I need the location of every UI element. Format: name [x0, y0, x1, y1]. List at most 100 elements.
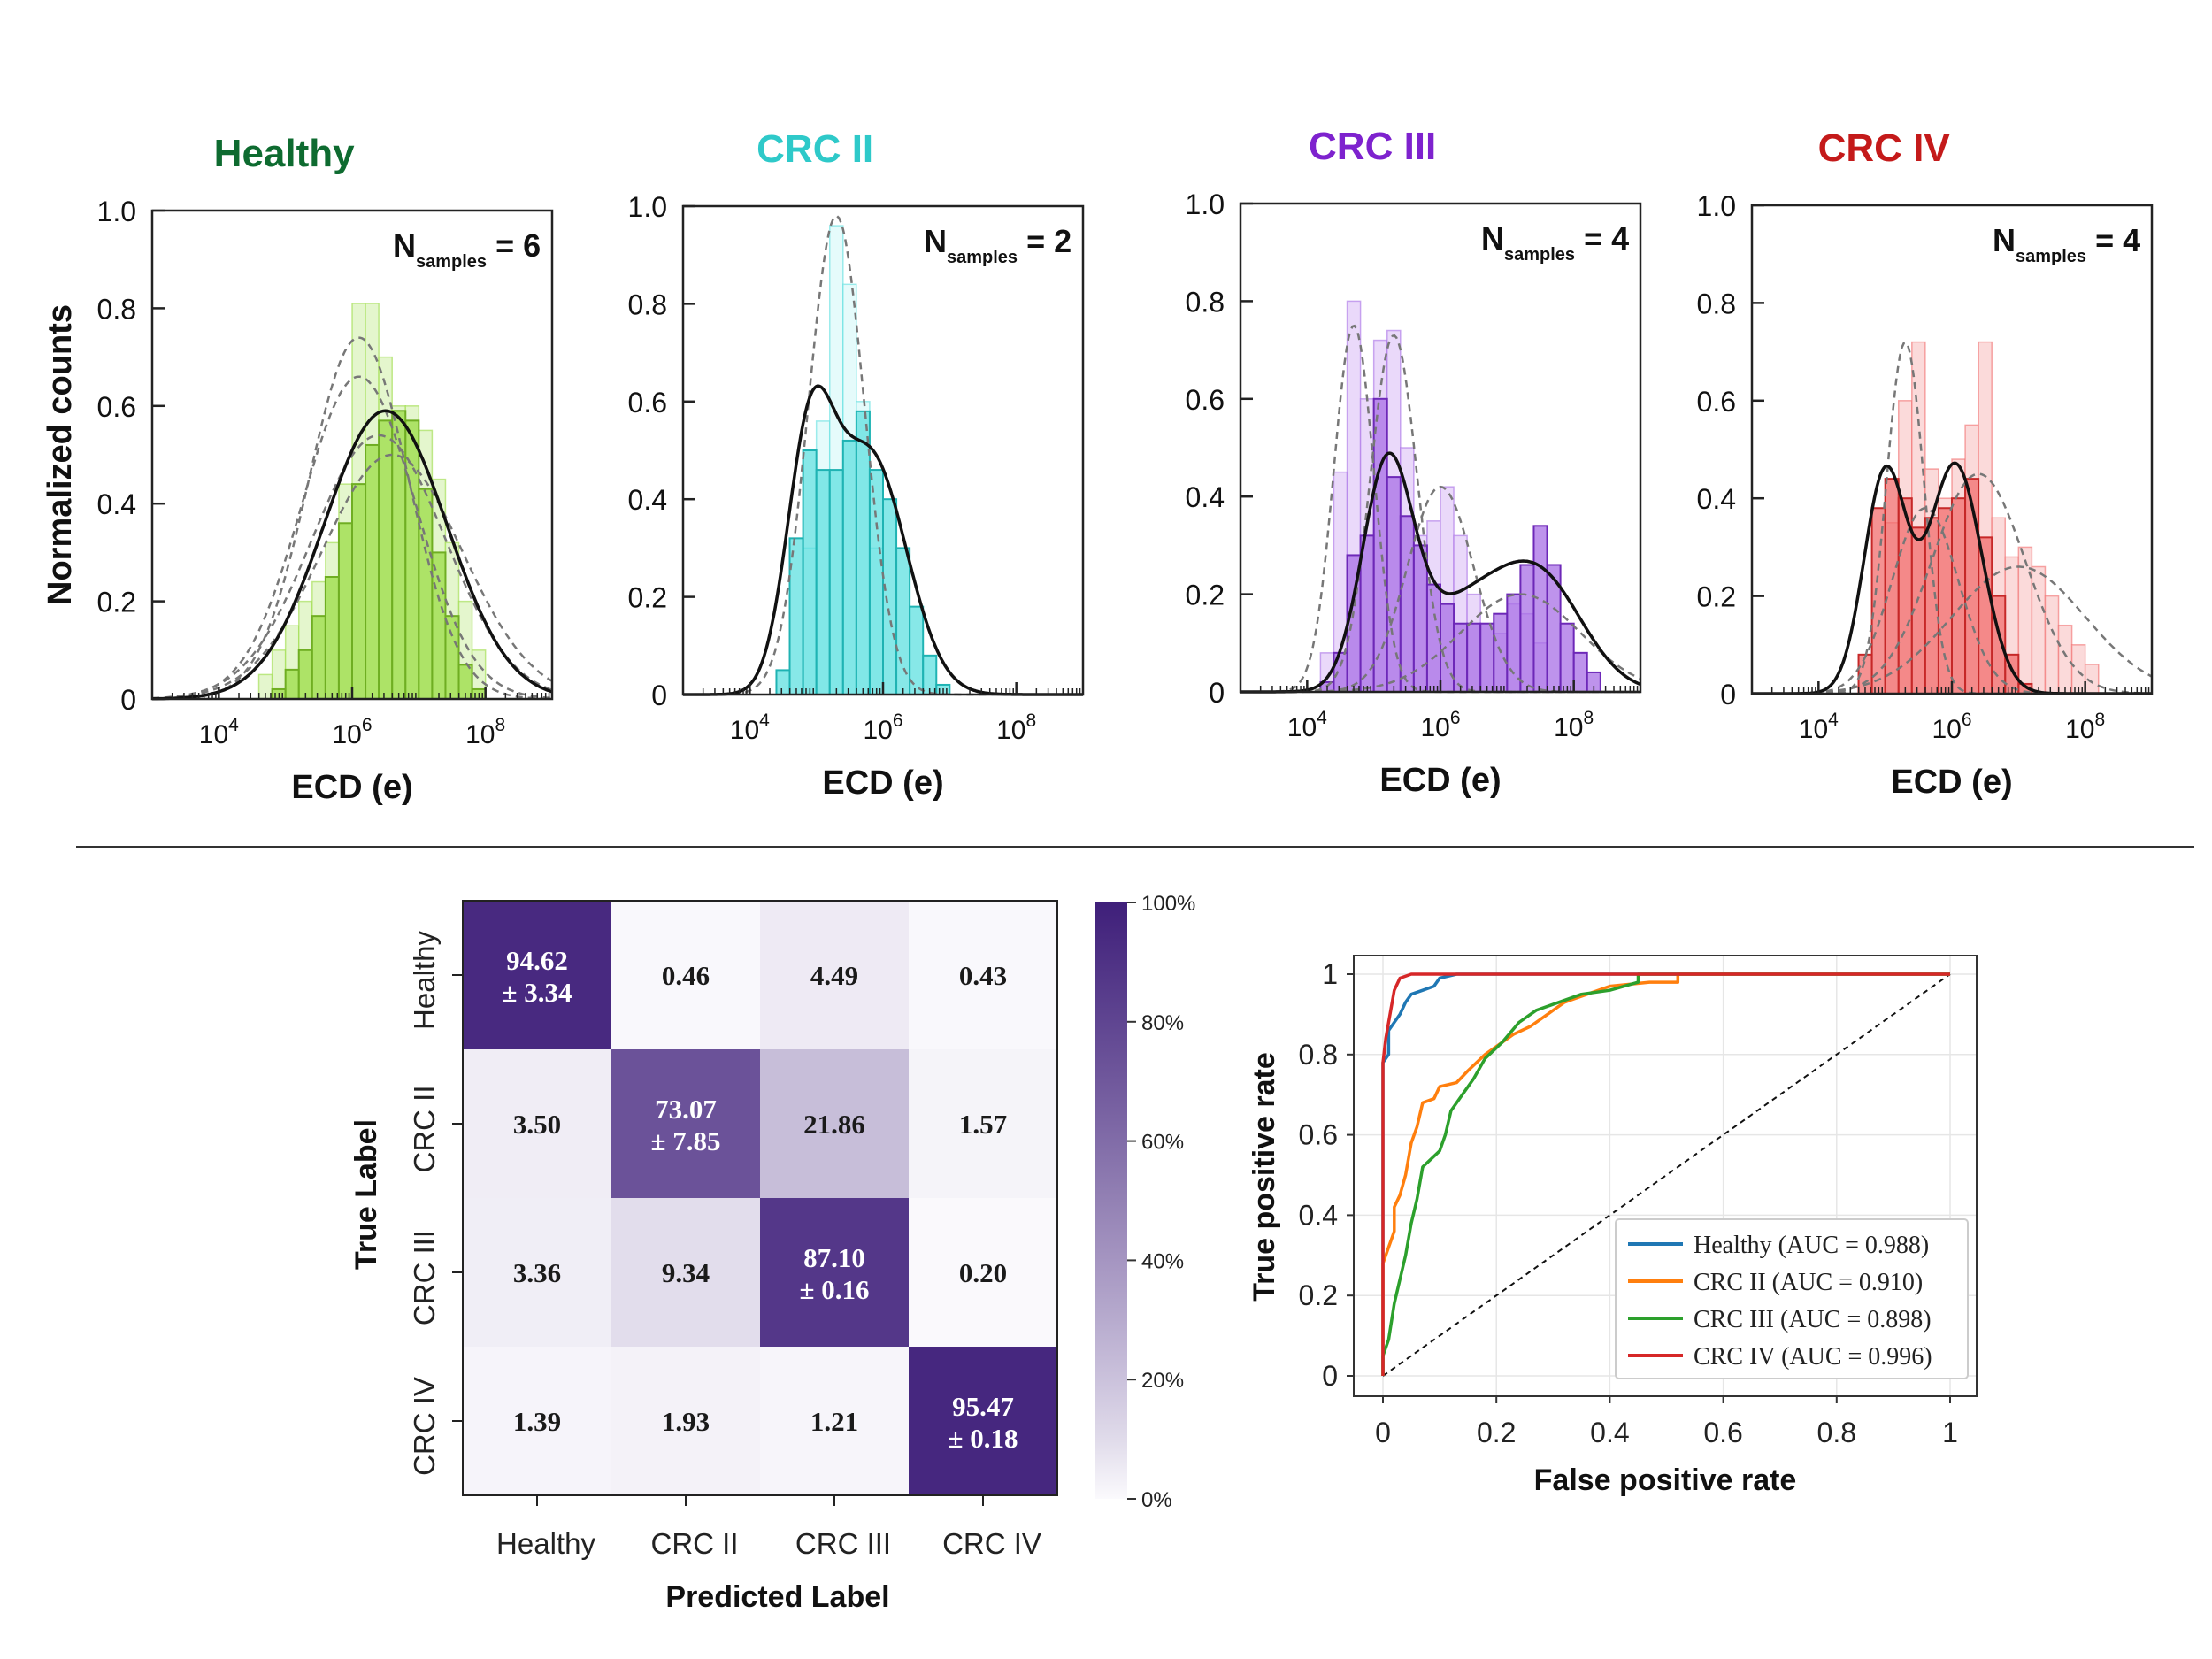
matrix-cell: [760, 1049, 909, 1198]
cell-value: 1.93: [662, 1406, 710, 1437]
cell-value: 94.62: [506, 945, 568, 976]
nsamples-label: Nsamples = 2: [924, 223, 1071, 267]
cell-value: 95.47: [952, 1391, 1014, 1422]
histogram-bar: [1884, 478, 1900, 695]
cell-value: 9.34: [662, 1257, 710, 1288]
x-tick-label: 0.6: [1703, 1417, 1742, 1448]
y-tick-label: 0.2: [1299, 1279, 1338, 1311]
y-tick-label: 0.2: [1186, 580, 1225, 611]
cell-stddev: ± 7.85: [650, 1125, 720, 1156]
predicted-label-1: Healthy: [496, 1527, 595, 1560]
roc-series-4: [1381, 972, 1950, 1376]
histogram-bar: [802, 449, 818, 695]
histogram-bar: [882, 498, 898, 696]
cell-stddev: ± 3.34: [502, 977, 572, 1008]
cell-value: 0.46: [662, 960, 710, 991]
x-axis-label: ECD (e): [1379, 762, 1501, 799]
x-axis-label: Predicted Label: [665, 1580, 889, 1614]
predicted-label-2: CRC II: [651, 1527, 739, 1560]
y-tick-label: 0.4: [1186, 481, 1225, 513]
colorbar-tick-label: 100%: [1141, 892, 1195, 916]
histogram-bar: [1440, 603, 1455, 694]
histogram-bar: [404, 419, 420, 700]
predicted-label-3: CRC III: [795, 1527, 891, 1560]
plot-frame: [1353, 955, 1978, 1397]
histogram-bar: [1479, 622, 1495, 693]
histogram-panel-4: CRC IV 0 0.2 0.4 0.6 0.8 1.0 104 106 108 ECD (e) Ns…: [1697, 127, 2154, 801]
matrix-frame: [462, 900, 1058, 1496]
x-tick-label: 108: [1554, 708, 1594, 742]
y-tick-label: 0.4: [628, 484, 667, 516]
matrix-cell: [909, 901, 1057, 1049]
histogram-bar: [1386, 476, 1402, 693]
cell-value: 1.21: [810, 1406, 858, 1437]
y-tick-label: 0.8: [1299, 1039, 1338, 1071]
histogram-bar: [1572, 651, 1588, 694]
y-tick-label: 0.2: [97, 587, 136, 618]
x-tick-label: 104: [730, 710, 770, 745]
colorbar-tick-label: 40%: [1141, 1249, 1184, 1273]
y-tick-label: 0.2: [1697, 581, 1736, 613]
histogram-bar: [431, 551, 447, 701]
roc-curve-chart: 0 0.2 0.4 0.6 0.8 1 0 0.2 0.4 0.6 0.8 1 False positi…: [1248, 955, 1978, 1497]
y-tick-label: 0.8: [1186, 286, 1225, 318]
x-tick-label: 108: [996, 710, 1036, 745]
y-tick-label: 0.4: [1299, 1199, 1338, 1231]
matrix-cell: [909, 1347, 1057, 1495]
y-tick-label: 0: [1322, 1360, 1338, 1392]
matrix-cell: [909, 1198, 1057, 1347]
cell-stddev: ± 0.16: [799, 1274, 869, 1305]
legend-entry: CRC II (AUC = 0.910): [1694, 1269, 1923, 1296]
histogram-panel-2: CRC II 0 0.2 0.4 0.6 0.8 1.0 104 106 108 ECD (e) Ns…: [628, 127, 1085, 802]
y-tick-label: 0.2: [628, 582, 667, 614]
roc-series-3: [1381, 972, 1950, 1376]
matrix-cell: [463, 901, 611, 1049]
y-tick-label: 0.8: [628, 288, 667, 320]
colorbar-tick-label: 80%: [1141, 1011, 1184, 1035]
roc-series-2: [1381, 972, 1950, 1376]
panel-title: CRC III: [1309, 125, 1436, 168]
matrix-cell: [611, 901, 760, 1049]
histogram-bar: [841, 439, 857, 695]
histogram-bar: [895, 547, 911, 696]
cell-value: 4.49: [810, 960, 858, 991]
histogram-bar: [311, 615, 326, 700]
x-axis-label: ECD (e): [822, 764, 943, 802]
x-axis-label: ECD (e): [291, 769, 412, 806]
cell-value: 87.10: [803, 1242, 865, 1273]
histogram-bar: [828, 469, 844, 696]
cell-value: 1.57: [959, 1109, 1007, 1140]
y-axis-label: True positive rate: [1248, 1052, 1281, 1302]
histogram-bar: [1978, 536, 1993, 695]
y-tick-label: 0: [1209, 677, 1225, 709]
cell-value: 0.43: [959, 960, 1007, 991]
histogram-panel-1: Healthy 0 0.2 0.4 0.6 0.8 1.0 104 106 108 ECD (e) N…: [97, 132, 554, 806]
cell-value: 3.36: [513, 1257, 561, 1288]
matrix-cell: [760, 1347, 909, 1495]
histogram-bar: [1399, 515, 1415, 694]
x-tick-label: 0.8: [1817, 1417, 1856, 1448]
histogram-bar: [1519, 564, 1535, 693]
y-tick-label: 0.6: [628, 387, 667, 419]
cell-stddev: ± 0.18: [948, 1423, 1018, 1454]
y-tick-label: 1.0: [1186, 188, 1225, 220]
y-tick-label: 0.8: [97, 293, 136, 325]
histogram-bar: [1466, 622, 1482, 693]
histogram-bar: [324, 576, 340, 700]
x-tick-label: 1: [1942, 1417, 1958, 1448]
true-label-4: CRC IV: [408, 1377, 441, 1476]
y-axis-label: True Label: [349, 1119, 383, 1270]
colorbar: [1095, 902, 1127, 1499]
panel-title: CRC IV: [1818, 127, 1951, 170]
nsamples-label: Nsamples = 6: [393, 227, 541, 272]
x-axis-label: False positive rate: [1534, 1463, 1797, 1497]
x-tick-label: 106: [332, 715, 372, 749]
y-tick-label: 0.4: [97, 488, 136, 520]
matrix-cell: [909, 1049, 1057, 1198]
histogram-bar-faint: [2070, 644, 2086, 695]
histogram-bar: [815, 469, 831, 696]
x-tick-label: 104: [199, 715, 239, 749]
y-tick-label: 0: [120, 684, 136, 716]
legend-box: [1615, 1218, 1969, 1379]
y-tick-label: 1: [1322, 958, 1338, 990]
